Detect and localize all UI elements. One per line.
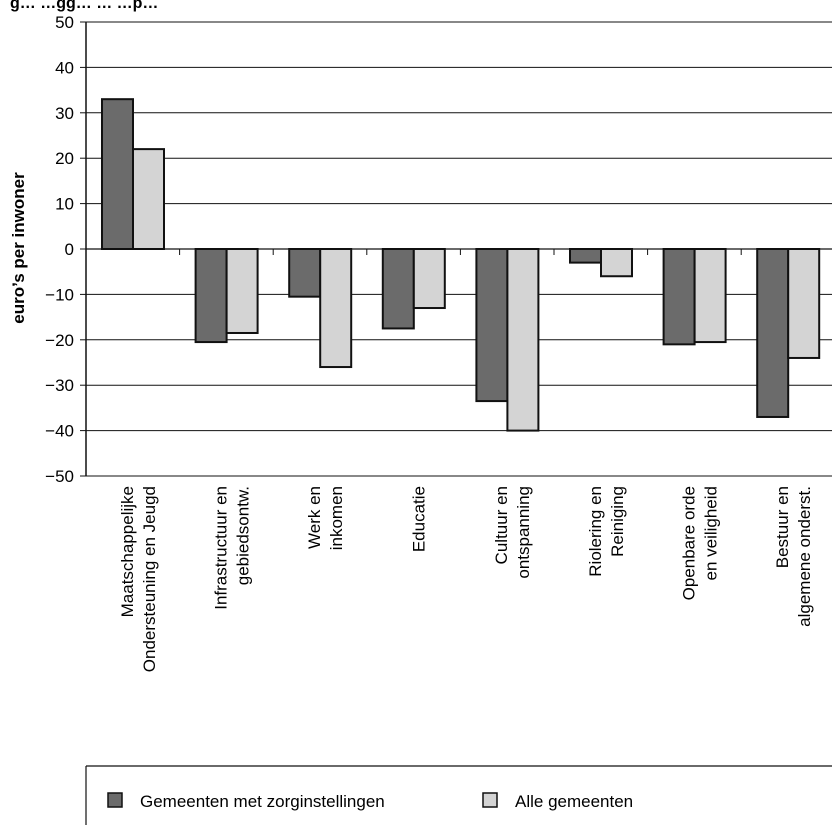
legend: Gemeenten met zorginstellingen Alle gemee… [85,765,832,825]
x-tick-label: algemene onderst. [795,486,814,627]
x-tick-label: Bestuur en [773,486,792,568]
x-tick-label: inkomen [327,486,346,550]
legend-swatch [482,792,498,808]
x-tick-label: ontspanning [514,486,533,579]
x-tick-label: Infrastructuur en [211,486,230,610]
y-tick-label: −40 [45,422,74,441]
bar [662,248,696,346]
x-tick-label: Reiniging [608,486,627,557]
x-tick-label: Openbare orde [679,486,698,600]
x-tick-label: gebiedsontw. [233,486,252,585]
bar [381,248,415,330]
bar [506,248,540,432]
x-tick-label: Werk en [305,486,324,549]
bar [569,248,602,264]
y-tick-label: 10 [55,195,74,214]
bar [693,248,727,344]
y-tick-label: −30 [45,376,74,395]
y-tick-label: −20 [45,331,74,350]
bar [475,248,509,403]
y-tick-label: −50 [45,467,74,486]
x-tick-labels: Maatschappelijke Ondersteuning en Jeugd In… [118,486,814,672]
x-tick-label: Ondersteuning en Jeugd [140,486,159,672]
bar [194,248,228,344]
legend-label: Alle gemeenten [515,792,633,811]
axes [85,22,832,476]
bar [132,148,165,250]
y-tick-label: 40 [55,58,74,77]
y-tick-labels: 50 40 30 20 10 0 −10 −20 −30 −40 −50 [45,13,74,486]
bar [756,248,790,418]
y-axis-label: euro’s per inwoner [9,172,28,324]
bar [600,248,633,278]
x-tick-label: Maatschappelijke [118,486,137,617]
bar [412,248,446,310]
bar [288,248,322,298]
legend-label: Gemeenten met zorginstellingen [140,792,385,811]
y-tick-label: −10 [45,285,74,304]
chart-title: g… …gg… … …p… [10,0,158,12]
x-tick-label: Riolering en [586,486,605,577]
x-tick-label: en veiligheid [701,486,720,581]
y-tick-label: 50 [55,13,74,32]
bars [101,98,821,432]
legend-swatch [107,792,123,808]
y-tick-label: 0 [65,240,74,259]
bar [225,248,259,334]
x-tick-label: Educatie [410,486,429,552]
y-tick-label: 30 [55,104,74,123]
y-tick-label: 20 [55,149,74,168]
bar [101,98,134,251]
bar [787,248,821,359]
bar [319,248,353,369]
x-tick-label: Cultuur en [492,486,511,564]
